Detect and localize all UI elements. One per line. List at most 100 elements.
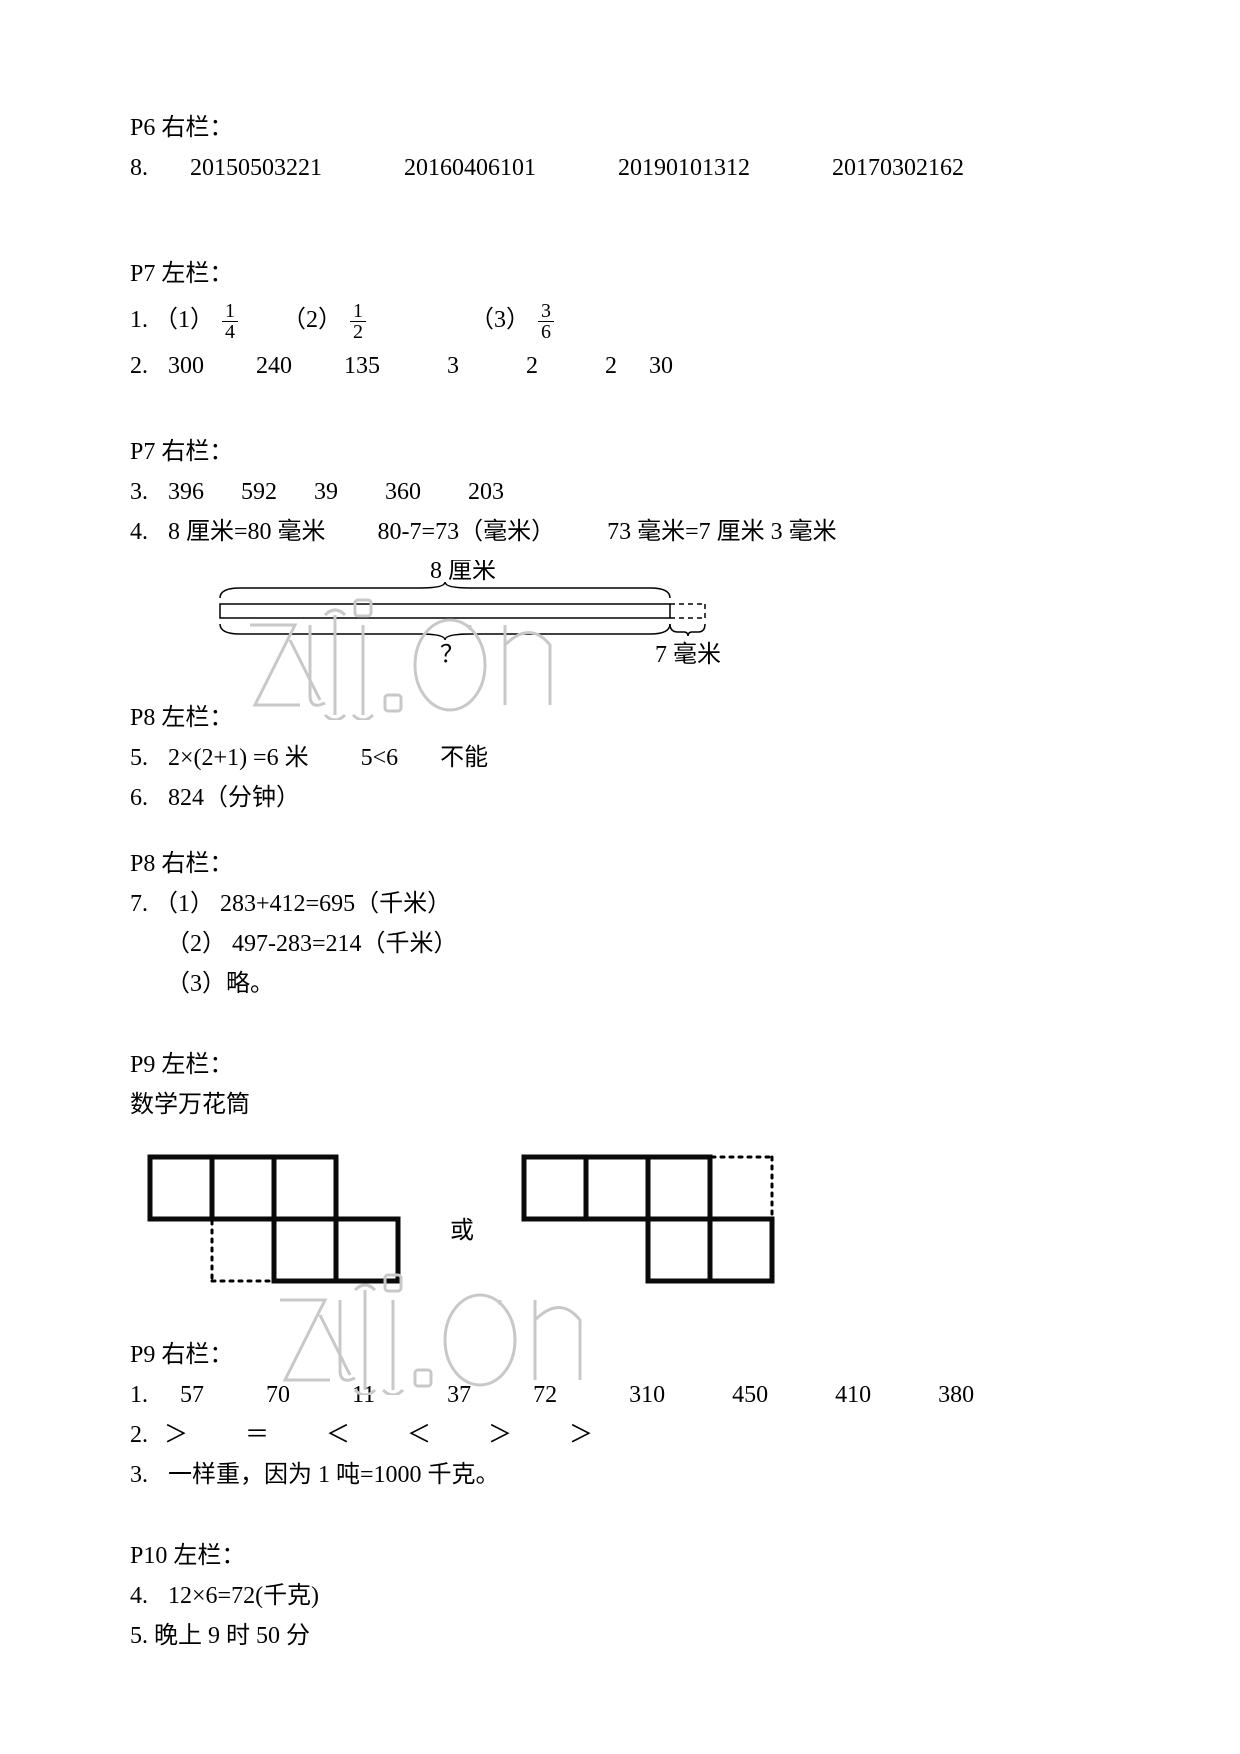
item7-line: （2） 497-283=214（千米） (166, 931, 458, 957)
item1-part-label: （1） (154, 307, 214, 333)
p8-right-section: P8 右栏： 7. （1） 283+412=695（千米） （2） 497-28… (130, 846, 1110, 1002)
item1-value: 450 (732, 1382, 768, 1408)
p9-left-header: P9 左栏： (130, 1047, 1110, 1083)
p7-left-section: P7 左栏： 1. （1） 1 4 （2） 1 2 （3） 3 6 2. 300… (130, 256, 1110, 384)
grid-diagrams-row: 或 (130, 1147, 1110, 1307)
p7-right-header: P7 右栏： (130, 434, 1110, 470)
item2-value: 2 (526, 353, 538, 379)
item1-part-label: （3） (470, 307, 530, 333)
item6-text: 824（分钟） (168, 785, 300, 811)
item3-value: 39 (314, 479, 338, 505)
p8-item7-line2: （2） 497-283=214（千米） (130, 926, 1110, 962)
p8-item5: 5. 2×(2+1) =6 米 5<6 不能 (130, 740, 1110, 776)
p10-left-header: P10 左栏： (130, 1538, 1110, 1574)
or-text: 或 (450, 1210, 474, 1245)
p8-left-section: P8 左栏： 5. 2×(2+1) =6 米 5<6 不能 6. 824（分钟） (130, 700, 1110, 816)
item2-value: 2 (605, 353, 617, 379)
p8-item6: 6. 824（分钟） (130, 780, 1110, 816)
item2-value: 3 (447, 353, 459, 379)
denominator: 4 (222, 322, 238, 342)
item4-part: 73 毫米=7 厘米 3 毫米 (607, 519, 837, 545)
item2-prefix: 2. (130, 1422, 148, 1448)
item4-text: 12×6=72(千克) (168, 1583, 319, 1609)
item1-value: 72 (533, 1382, 557, 1408)
grid-right-svg (514, 1147, 804, 1307)
item1-value: 310 (629, 1382, 665, 1408)
item1-value: 380 (938, 1382, 974, 1408)
p7-right-section: P7 右栏： 3. 396 592 39 360 203 4. 8 厘米=80 … (130, 434, 1110, 670)
item3-prefix: 3. (130, 1462, 148, 1488)
top-brace (220, 582, 670, 598)
item1-prefix: 1. (130, 307, 148, 333)
bracket-diagram: 8 厘米 ？ 7 毫米 (200, 560, 1110, 670)
item2-prefix: 2. (130, 353, 148, 379)
p9-left-section: P9 左栏： 数学万花筒 或 (130, 1047, 1110, 1307)
item5-text: 晚上 9 时 50 分 (154, 1623, 310, 1649)
p8-item7-line1: 7. （1） 283+412=695（千米） (130, 886, 1110, 922)
item2-value: 300 (168, 353, 204, 379)
item2-value: ＞ (488, 1422, 512, 1448)
item1-value: 37 (447, 1382, 471, 1408)
item2-value: ＞ (569, 1422, 593, 1448)
numerator: 1 (350, 301, 366, 322)
right-label: 7 毫米 (655, 641, 720, 668)
item2-value: 240 (256, 353, 292, 379)
fraction: 1 4 (222, 301, 238, 342)
fraction: 3 6 (538, 301, 554, 342)
p8-right-header: P8 右栏： (130, 846, 1110, 882)
denominator: 6 (538, 322, 554, 342)
item1-prefix: 1. (130, 1382, 148, 1408)
p7-left-header: P7 左栏： (130, 256, 1110, 292)
item8-prefix: 8. (130, 155, 148, 181)
p8-item7-line3: （3）略。 (130, 966, 1110, 1002)
item4-prefix: 4. (130, 519, 148, 545)
p9-subtitle: 数学万花筒 (130, 1087, 1110, 1123)
item5-part: 不能 (440, 745, 488, 771)
item7-prefix: 7. (130, 891, 148, 917)
item3-value: 360 (385, 479, 421, 505)
item3-value: 592 (241, 479, 277, 505)
item7-line: （3）略。 (166, 971, 274, 997)
item2-value: ＝ (245, 1422, 269, 1448)
item1-value: 11 (352, 1382, 375, 1408)
denominator: 2 (350, 322, 366, 342)
bracket-svg: 8 厘米 ？ 7 毫米 (200, 560, 720, 670)
top-label-text: 8 厘米 (430, 560, 496, 584)
p10-item4: 4. 12×6=72(千克) (130, 1578, 1110, 1614)
numerator: 3 (538, 301, 554, 322)
p7-item2: 2. 300 240 135 3 2 2 30 (130, 348, 1110, 384)
item2-value: ＜ (326, 1422, 350, 1448)
item3-value: 203 (468, 479, 504, 505)
item1-part-label: （2） (282, 307, 342, 333)
item4-prefix: 4. (130, 1583, 148, 1609)
p8-left-header: P8 左栏： (130, 700, 1110, 736)
p9-item3: 3. 一样重，因为 1 吨=1000 千克。 (130, 1457, 1110, 1493)
small-brace (670, 624, 705, 636)
item5-prefix: 5. (130, 1623, 148, 1649)
p7-item3: 3. 396 592 39 360 203 (130, 474, 1110, 510)
p9-right-header: P9 右栏： (130, 1337, 1110, 1373)
item1-value: 57 (180, 1382, 204, 1408)
main-rect (220, 604, 670, 618)
item2-value: ＜ (407, 1422, 431, 1448)
item2-value: 30 (649, 353, 673, 379)
numerator: 1 (222, 301, 238, 322)
item8-value: 20150503221 (190, 155, 322, 181)
item7-line: （1） 283+412=695（千米） (154, 891, 451, 917)
item8-value: 20160406101 (404, 155, 536, 181)
p10-item5: 5. 晚上 9 时 50 分 (130, 1618, 1110, 1654)
item2-value: 135 (344, 353, 380, 379)
p10-left-section: P10 左栏： 4. 12×6=72(千克) 5. 晚上 9 时 50 分 (130, 1538, 1110, 1654)
item2-value: ＞ (164, 1422, 188, 1448)
item5-prefix: 5. (130, 745, 148, 771)
item5-part: 2×(2+1) =6 米 (168, 745, 309, 771)
p9-item2: 2. ＞ ＝ ＜ ＜ ＞ ＞ (130, 1417, 1110, 1453)
item8-value: 20190101312 (618, 155, 750, 181)
bottom-label: ？ (440, 642, 464, 668)
item4-part: 80-7=73（毫米） (378, 519, 556, 545)
bottom-brace (220, 624, 670, 640)
item3-prefix: 3. (130, 479, 148, 505)
item1-value: 70 (266, 1382, 290, 1408)
p9-right-section: P9 右栏： 1. 57 70 11 37 72 310 450 410 380… (130, 1337, 1110, 1493)
p6-right-header: P6 右栏： (130, 110, 1110, 146)
